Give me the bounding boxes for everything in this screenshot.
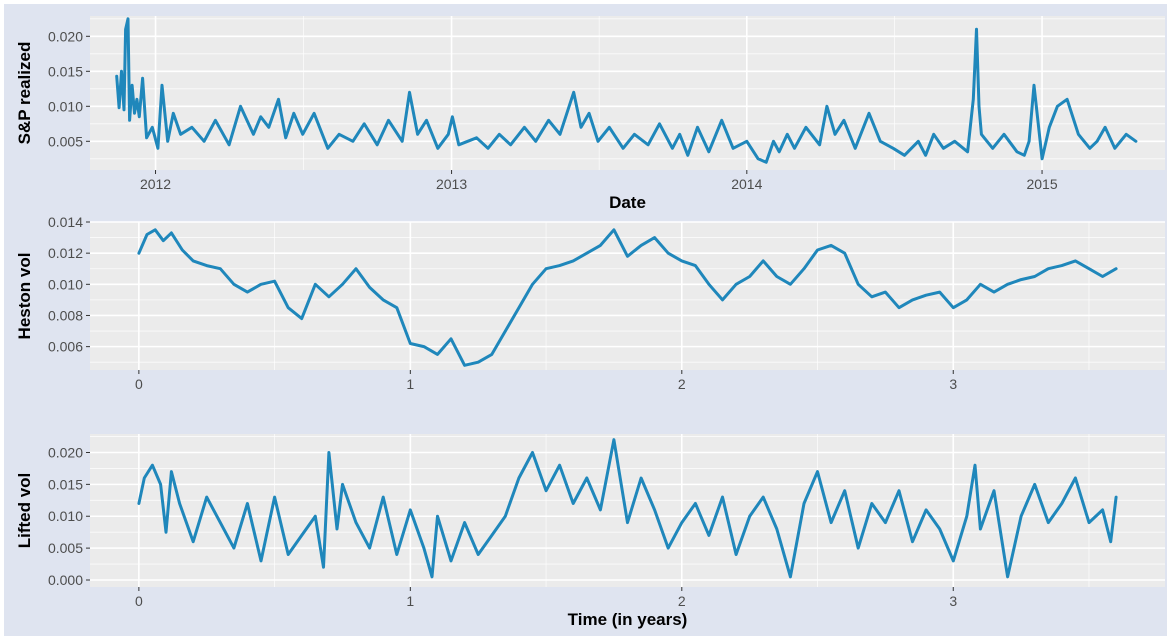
sp-realized-y-tick-label: 0.010 (48, 98, 83, 114)
lifted-vol-y-tick-labels: 0.000 0.005 0.010 0.015 0.020 (48, 444, 90, 588)
lifted-vol-y-tick-label: 0.005 (48, 540, 83, 556)
sp-realized-series-line (115, 17, 1138, 164)
lifted-vol-x-axis-label: Time (in years) (568, 610, 688, 629)
heston-vol-x-tick-labels: 0 1 2 3 (135, 370, 957, 392)
heston-vol-y-tick-label: 0.010 (48, 276, 83, 292)
lifted-vol-x-tick-label: 2 (678, 593, 686, 609)
heston-vol-y-tick-label: 0.006 (48, 339, 83, 355)
lifted-vol-x-tick-label: 0 (135, 593, 143, 609)
heston-vol-y-tick-label: 0.008 (48, 307, 83, 323)
sp-realized-x-axis-label: Date (609, 193, 646, 212)
lifted-vol-y-axis-label: Lifted vol (15, 473, 34, 549)
lifted-vol-y-tick-label: 0.015 (48, 476, 83, 492)
sp-realized-y-tick-label: 0.015 (48, 63, 83, 79)
heston-vol-y-tick-label: 0.012 (48, 245, 83, 261)
sp-realized-x-tick-label: 2013 (436, 176, 467, 192)
sp-realized-x-tick-label: 2014 (731, 176, 762, 192)
heston-vol-y-tick-label: 0.014 (48, 214, 83, 230)
heston-vol-y-tick-labels: 0.006 0.008 0.010 0.012 0.014 (48, 214, 90, 355)
lifted-vol-panel: 0.000 0.005 0.010 0.015 0.020 0 1 2 3 Lifted vo… (15, 434, 1165, 629)
sp-realized-x-tick-label: 2012 (140, 176, 171, 192)
lifted-vol-y-tick-label: 0.000 (48, 572, 83, 588)
lifted-vol-y-tick-label: 0.020 (48, 444, 83, 460)
sp-realized-panel: 0.005 0.010 0.015 0.020 2012 2013 2014 2015 S&… (15, 16, 1165, 212)
heston-vol-x-tick-label: 1 (406, 376, 414, 392)
lifted-vol-x-tick-label: 3 (949, 593, 957, 609)
heston-vol-panel: 0.006 0.008 0.010 0.012 0.014 0 1 2 3 Heston vo… (15, 214, 1165, 392)
sp-realized-y-tick-label: 0.020 (48, 28, 83, 44)
heston-vol-y-axis-label: Heston vol (15, 253, 34, 340)
sp-realized-x-tick-label: 2015 (1026, 176, 1057, 192)
lifted-vol-y-tick-label: 0.010 (48, 508, 83, 524)
heston-vol-series-line (137, 228, 1118, 367)
lifted-vol-series-line (137, 438, 1118, 579)
heston-vol-gridlines (90, 221, 1165, 370)
sp-realized-plot-area (90, 16, 1165, 170)
heston-vol-plot-area (90, 222, 1165, 370)
sp-realized-x-tick-labels: 2012 2013 2014 2015 (140, 170, 1058, 192)
sp-realized-y-tick-labels: 0.005 0.010 0.015 0.020 (48, 28, 90, 149)
lifted-vol-x-tick-labels: 0 1 2 3 (135, 587, 957, 609)
heston-vol-x-tick-label: 3 (949, 376, 957, 392)
heston-vol-x-tick-label: 0 (135, 376, 143, 392)
heston-vol-x-tick-label: 2 (678, 376, 686, 392)
sp-realized-y-tick-label: 0.005 (48, 133, 83, 149)
lifted-vol-x-tick-label: 1 (406, 593, 414, 609)
sp-realized-y-axis-label: S&P realized (15, 42, 34, 145)
